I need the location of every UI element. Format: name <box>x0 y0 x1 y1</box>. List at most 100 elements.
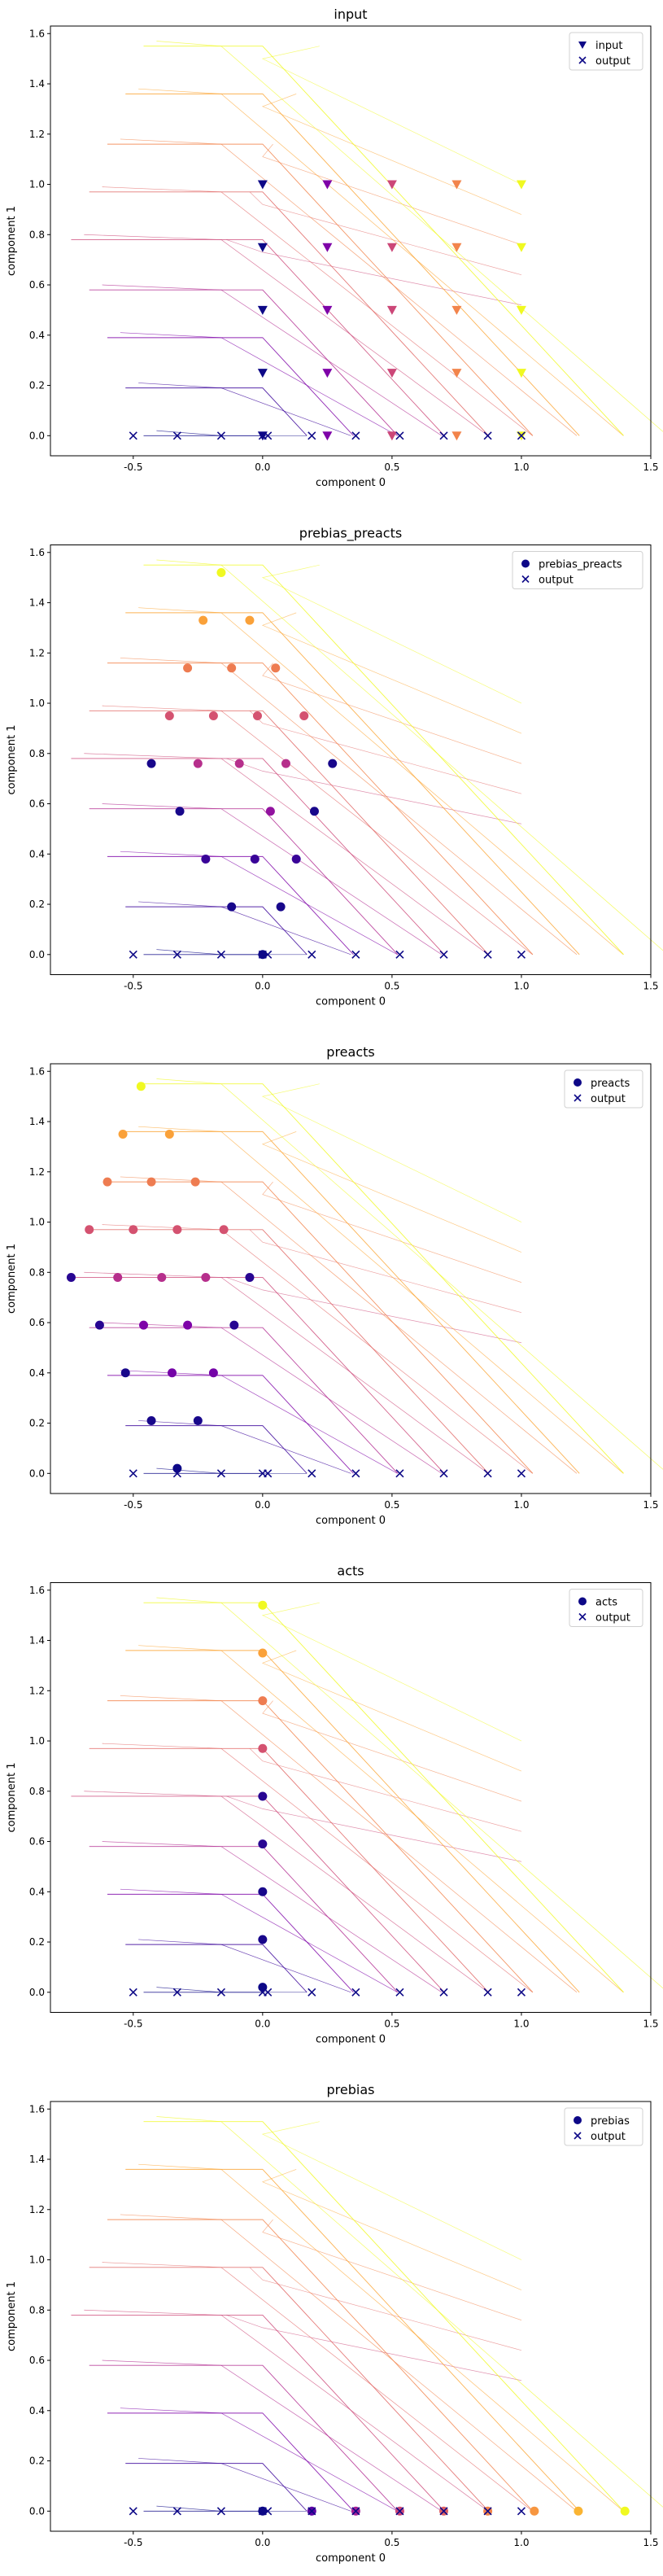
data-point <box>258 1743 268 1753</box>
x-tick-label: 0.0 <box>255 981 270 992</box>
output-point <box>172 1988 181 1997</box>
trajectory-line <box>138 383 351 436</box>
trajectory-line <box>102 1841 443 1993</box>
trajectory-line <box>107 2219 534 2512</box>
data-point <box>516 305 526 315</box>
trajectory-line <box>107 337 354 436</box>
x-tick-label: 1.0 <box>513 2537 529 2548</box>
data-point <box>386 305 397 315</box>
x-tick-label: 1.5 <box>643 461 658 473</box>
y-tick-label: 0.4 <box>29 1886 45 1897</box>
output-point <box>439 1988 448 1997</box>
trajectory-lines <box>71 1597 663 1993</box>
x-tick-label: 0.0 <box>255 1499 270 1511</box>
y-tick-label: 0.2 <box>29 1936 45 1948</box>
trajectory-line <box>262 1181 522 1283</box>
legend-entry: input <box>595 40 622 52</box>
y-tick-label: 1.6 <box>29 1065 45 1077</box>
trajectory-line <box>262 1700 522 1802</box>
trajectory-line <box>261 2169 522 2290</box>
trajectory-line <box>107 1181 534 1474</box>
trajectory-line <box>138 901 351 956</box>
data-point <box>322 243 333 252</box>
y-tick-label: 1.4 <box>29 2154 45 2165</box>
trajectory-line <box>84 1791 489 1993</box>
output-point <box>395 950 404 959</box>
y-tick-label: 0.2 <box>29 899 45 910</box>
y-tick-label: 0.8 <box>29 229 45 240</box>
data-point <box>146 1177 156 1187</box>
output-point <box>395 2507 404 2516</box>
data-point <box>103 1177 112 1187</box>
trajectory-line <box>138 607 624 956</box>
output-point <box>216 950 226 959</box>
data-point <box>129 1225 138 1235</box>
trajectory-line <box>262 2219 522 2320</box>
output-point <box>172 2507 181 2516</box>
legend-marker <box>574 1094 582 1102</box>
output-point <box>351 950 360 959</box>
y-tick-label: 1.0 <box>29 179 45 190</box>
data-point <box>136 1082 146 1091</box>
trajectory-line <box>261 46 522 185</box>
legend-frame <box>564 1069 643 1109</box>
y-tick-label: 1.0 <box>29 698 45 709</box>
trajectory-line <box>226 2315 522 2381</box>
y-axis-label: component 1 <box>6 1244 18 1314</box>
output-point <box>216 2507 226 2516</box>
trajectory-line <box>120 1695 578 1993</box>
axes-frame <box>50 545 652 975</box>
y-tick-label: 1.2 <box>29 647 45 658</box>
data-point <box>516 369 526 378</box>
data-point <box>309 807 319 816</box>
trajectory-line <box>143 46 624 436</box>
legend-entry: output <box>591 2131 626 2143</box>
data-point <box>257 305 268 315</box>
legend-marker <box>574 2132 582 2140</box>
legend-marker <box>521 575 530 584</box>
trajectory-line <box>138 1939 351 1993</box>
trajectory-line <box>125 387 308 436</box>
trajectory-line <box>143 564 624 956</box>
data-point <box>216 567 226 577</box>
legend-marker <box>574 1078 582 1087</box>
output-point <box>483 1988 492 1997</box>
legend-marker <box>578 42 587 49</box>
output-point <box>439 950 448 959</box>
x-tick-label: 1.0 <box>513 461 529 473</box>
y-tick-label: 0.0 <box>29 2505 45 2517</box>
y-tick-label: 0.4 <box>29 330 45 341</box>
data-point <box>574 2506 583 2516</box>
output-point <box>517 2507 526 2516</box>
trajectory-line <box>107 663 534 956</box>
legend-marker <box>521 559 530 568</box>
data-point <box>299 711 309 720</box>
output-point <box>172 1469 181 1478</box>
trajectory-line <box>120 851 398 956</box>
output-point <box>308 431 316 440</box>
y-tick-label: 0.6 <box>29 798 45 810</box>
trajectory-line <box>84 753 489 956</box>
legend-entry: prebias <box>591 2115 630 2128</box>
data-point <box>516 243 526 252</box>
series-acts <box>258 1600 268 1992</box>
legend: acts output <box>569 1589 643 1627</box>
trajectory-line <box>107 855 354 956</box>
y-tick-label: 1.4 <box>29 597 45 609</box>
y-axis-label: component 1 <box>6 1763 18 1833</box>
trajectory-line <box>107 1893 354 1993</box>
output-point <box>264 1988 273 1997</box>
panel-acts: acts -0.5 0.0 0.5 1.0 1.5 0.0 0.2 0.4 0.6 0.8 1.0 1.… <box>6 1564 663 2046</box>
y-tick-label: 1.0 <box>29 2255 45 2266</box>
legend-frame <box>569 1589 643 1627</box>
trajectory-line <box>261 564 522 704</box>
data-point <box>139 1320 149 1330</box>
y-tick-label: 0.8 <box>29 748 45 759</box>
series-prebias_preacts <box>146 567 338 960</box>
output-point <box>395 431 404 440</box>
x-tick-label: 0.0 <box>255 461 270 473</box>
data-point <box>201 854 211 864</box>
data-point <box>258 1935 268 1944</box>
output-point <box>517 1988 526 1997</box>
